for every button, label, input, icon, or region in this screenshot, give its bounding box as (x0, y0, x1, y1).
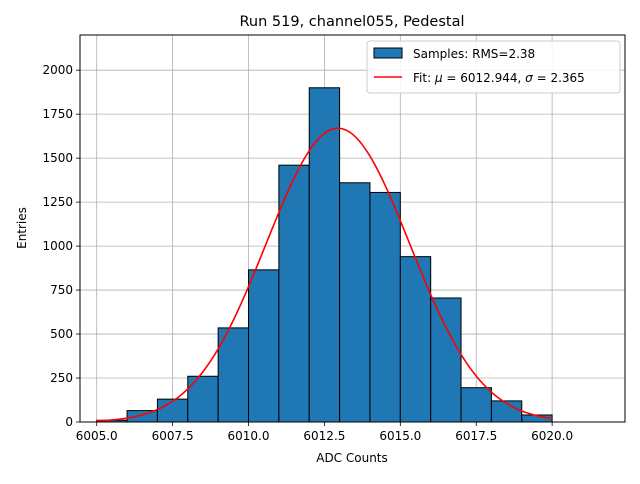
y-tick-label-3: 750 (50, 283, 73, 297)
histogram-bar-6 (278, 164, 310, 423)
histogram-bar-12 (460, 387, 492, 423)
y-tick-label-6: 1500 (42, 151, 73, 165)
x-tick-label-1: 6007.5 (152, 429, 194, 443)
x-tick-label-2: 6010.0 (228, 429, 270, 443)
x-tick-label-0: 6005.0 (76, 429, 118, 443)
chart-title: Run 519, channel055, Pedestal (239, 14, 464, 30)
y-tick-label-5: 1250 (42, 195, 73, 209)
histogram-bar-8 (339, 182, 371, 423)
y-tick-label-4: 1000 (42, 239, 73, 253)
y-tick-label-1: 250 (50, 371, 73, 385)
x-axis-ticks: 6005.0 6007.5 6010.0 6012.5 6015.0 6017.5 6020… (76, 422, 573, 443)
fit-curve-line (96, 127, 553, 422)
y-tick-label-0: 0 (65, 415, 73, 429)
histogram-bar-9 (369, 191, 401, 423)
legend: Samples: RMS=2.38 Fit: μ = 6012.944, σ =… (366, 40, 621, 94)
histogram-bar-4 (217, 327, 250, 423)
histogram-bar-7 (308, 87, 341, 423)
x-tick-label-4: 6015.0 (379, 429, 421, 443)
legend-box (366, 40, 621, 94)
histogram-bar-10 (399, 256, 432, 423)
y-tick-label-2: 500 (50, 327, 73, 341)
x-tick-label-3: 6012.5 (303, 429, 345, 443)
y-axis-label: Entries (15, 207, 29, 249)
fit-curve-layer (96, 127, 553, 422)
plot-frame (79, 34, 626, 423)
legend-label-histogram: Samples: RMS=2.38 (413, 47, 535, 61)
histogram-bar-2 (156, 398, 189, 423)
x-tick-label-6: 6020.0 (531, 429, 573, 443)
y-axis-ticks: 0 250 500 750 1000 1250 1500 1750 2000 (42, 63, 80, 429)
y-tick-label-8: 2000 (42, 63, 73, 77)
y-tick-label-7: 1750 (42, 107, 73, 121)
legend-label-fit: Fit: μ = 6012.944, σ = 2.365 (413, 71, 585, 85)
histogram-bar-1 (126, 410, 158, 423)
histogram-bar-3 (187, 375, 219, 423)
x-tick-label-5: 6017.5 (455, 429, 497, 443)
histogram-bars (96, 87, 553, 423)
histogram-bar-11 (430, 297, 462, 423)
histogram-bar-5 (248, 269, 280, 423)
legend-swatch-histogram (373, 47, 403, 59)
x-axis-label: ADC Counts (316, 451, 388, 465)
